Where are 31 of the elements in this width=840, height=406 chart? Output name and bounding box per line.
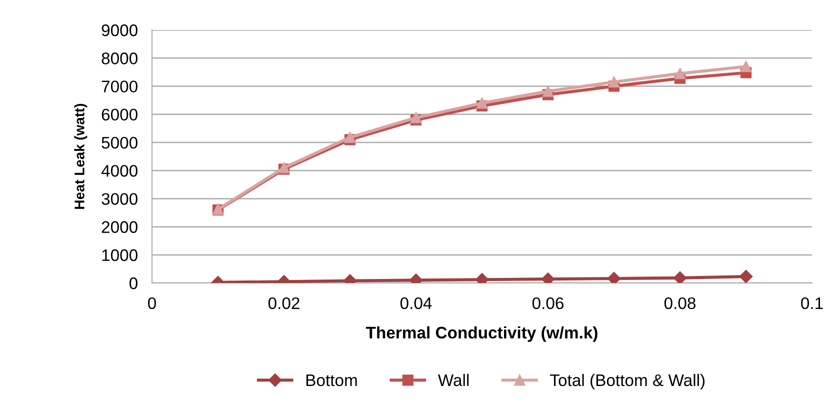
point [674, 68, 686, 80]
x-tick-label: 0.06 [532, 297, 564, 310]
y-tick-label: 4000 [101, 164, 138, 177]
y-tick-label: 0 [129, 277, 138, 290]
x-tick-label: 0.1 [801, 297, 823, 310]
y-axis-title: Heat Leak (watt) [74, 104, 88, 209]
y-tick-label: 7000 [102, 80, 138, 92]
point [608, 76, 620, 88]
y-tick-label: 1000 [102, 249, 138, 262]
point [542, 86, 554, 97]
x-tick-label: 0 [148, 297, 156, 310]
x-tick-label: 0.08 [664, 297, 696, 310]
y-tick-label: 3000 [102, 193, 138, 205]
y-tick-label: 6000 [102, 108, 138, 121]
y-tick-label: 8000 [102, 52, 138, 64]
y-tick-label: 2000 [102, 221, 138, 233]
y-tick-label: 9000 [102, 24, 138, 36]
x-tick-label: 0.02 [268, 297, 300, 310]
legend-label: Total (Bottom & Wall) [550, 374, 705, 390]
point [541, 272, 555, 283]
point [739, 270, 753, 283]
point [344, 132, 356, 143]
x-axis-title: Thermal Conductivity (w/m.k) [366, 326, 598, 342]
legend-label: Wall [438, 374, 469, 386]
point [476, 98, 488, 109]
legend-label: Bottom [306, 374, 357, 386]
point [673, 271, 687, 283]
y-tick-label: 5000 [102, 136, 138, 149]
x-tick-label: 0.04 [400, 297, 432, 310]
point [607, 272, 621, 283]
point [740, 60, 752, 72]
